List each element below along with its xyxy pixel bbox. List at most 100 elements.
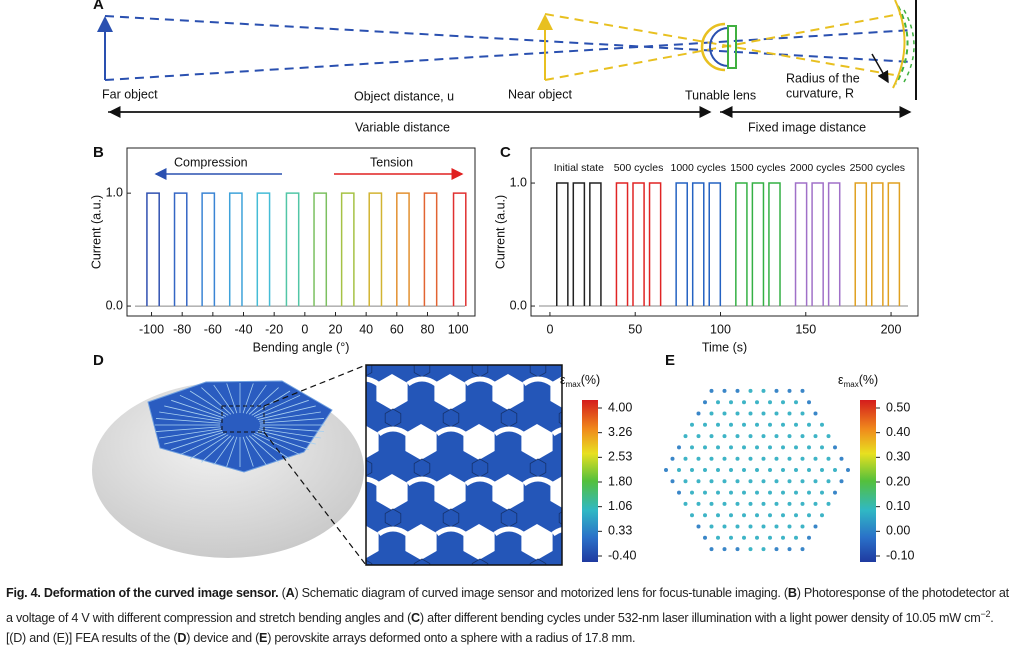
colorbar-label: 4.00 — [608, 400, 632, 414]
hex-pad — [298, 359, 314, 377]
dot — [787, 388, 792, 393]
dot — [670, 456, 675, 461]
colorbar-label: 1.06 — [608, 499, 632, 513]
dot — [755, 400, 759, 405]
dot — [709, 434, 714, 439]
colorbar-label: 0.20 — [886, 474, 910, 488]
dot — [800, 411, 805, 416]
hex-cutout — [521, 424, 553, 460]
interconnect — [493, 526, 553, 542]
dot — [761, 411, 766, 416]
pulse — [201, 192, 216, 307]
pulse — [173, 192, 188, 307]
dot — [722, 411, 727, 416]
texture-line — [259, 418, 324, 424]
dot — [787, 456, 792, 461]
dot — [690, 490, 694, 495]
texture-line — [189, 390, 229, 416]
dot — [839, 456, 844, 461]
dot — [826, 501, 831, 506]
y-axis-label: Current (a.u.) — [493, 195, 507, 269]
dot — [794, 535, 798, 540]
pulse — [751, 182, 765, 307]
dot — [742, 490, 746, 495]
texture-line — [258, 411, 321, 422]
texture-line — [245, 436, 267, 466]
x-axis-label: Time (s) — [702, 340, 747, 354]
texture-line — [189, 434, 229, 460]
pulse — [368, 192, 383, 307]
pulse — [768, 182, 781, 307]
dot — [670, 479, 675, 484]
hex-cutout — [405, 524, 437, 560]
legend-label: Initial state — [554, 162, 604, 174]
dot — [794, 400, 798, 405]
colorbar-title: εmax(%) — [838, 373, 878, 389]
caption-text: ) perovskite arrays deformed onto a sphe… — [267, 631, 636, 646]
interconnect — [522, 376, 562, 392]
interconnect — [435, 426, 495, 442]
dot — [813, 524, 818, 529]
dot — [807, 422, 811, 427]
dot — [787, 434, 792, 439]
interconnect — [406, 476, 466, 492]
hex-cutout — [318, 574, 349, 578]
pulse — [887, 182, 901, 307]
caption-text: E — [259, 631, 268, 646]
dot — [781, 445, 785, 450]
dot — [742, 422, 746, 427]
dot — [742, 445, 746, 450]
hex-pad — [558, 411, 562, 425]
dot — [807, 400, 811, 405]
texture-line — [259, 426, 324, 432]
x-tick-label: 60 — [390, 322, 404, 336]
plot-frame — [126, 147, 476, 317]
texture-line — [201, 435, 232, 463]
dot — [820, 513, 824, 518]
dot — [722, 434, 727, 439]
texture-line — [257, 405, 316, 420]
y-tick-label: 0.0 — [510, 298, 527, 312]
hex-pad — [366, 559, 373, 565]
texture-line — [159, 428, 222, 439]
legend-label: 1000 cycles — [671, 162, 726, 174]
x-tick-label: 40 — [359, 322, 373, 336]
hex-cutout — [463, 524, 495, 560]
dot — [709, 456, 714, 461]
interconnect — [495, 329, 551, 339]
dot — [826, 456, 831, 461]
dot — [729, 400, 733, 405]
x-tick-label: -100 — [139, 322, 164, 336]
hex-cutout — [637, 424, 668, 460]
dot — [787, 524, 792, 529]
pulse — [452, 192, 467, 307]
interconnect — [366, 531, 379, 542]
dot — [813, 411, 818, 416]
interconnect — [377, 426, 437, 442]
hex-cutout — [376, 374, 408, 410]
texture-line — [213, 384, 235, 414]
dot — [800, 434, 805, 439]
dot — [774, 501, 779, 506]
caption-text: B — [787, 586, 797, 600]
dot — [696, 501, 701, 506]
zoom-line — [263, 431, 367, 566]
pulse — [735, 182, 748, 307]
legend-label: 2000 cycles — [790, 162, 845, 174]
y-tick-label: 1.0 — [106, 185, 123, 199]
pulse — [827, 182, 841, 307]
dot — [787, 479, 792, 484]
dot — [820, 468, 824, 472]
pulse — [556, 182, 569, 307]
dot — [761, 547, 766, 552]
hex-cutout — [405, 424, 437, 460]
caption: Fig. 4. Deformation of the curved image … — [6, 583, 1010, 649]
interconnect — [366, 431, 379, 442]
dot — [735, 411, 740, 416]
dot — [722, 501, 727, 506]
dot — [716, 400, 720, 405]
interconnect — [464, 476, 524, 492]
dot — [729, 468, 733, 472]
dot — [735, 434, 740, 439]
